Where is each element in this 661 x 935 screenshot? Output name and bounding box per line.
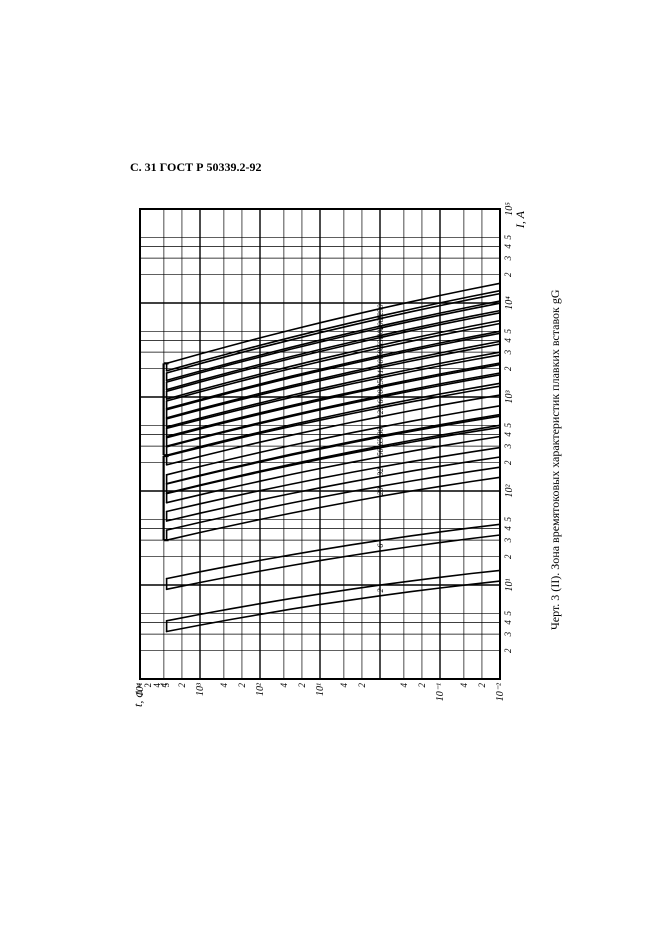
fuse-time-current-chart: 10¹10²10³10⁴10⁵23452345234523452345I, A1… (130, 195, 530, 723)
svg-text:4: 4 (503, 432, 513, 437)
svg-text:5: 5 (161, 683, 171, 688)
svg-text:2: 2 (297, 683, 307, 688)
svg-text:4: 4 (219, 683, 229, 688)
svg-text:10¹: 10¹ (504, 579, 515, 592)
svg-text:10³: 10³ (504, 390, 515, 404)
svg-text:5: 5 (503, 235, 513, 240)
svg-text:4: 4 (503, 338, 513, 343)
svg-text:3: 3 (503, 443, 513, 449)
svg-text:5: 5 (503, 611, 513, 616)
svg-text:2: 2 (503, 272, 513, 277)
svg-text:t, c: t, c (131, 692, 145, 707)
svg-text:2: 2 (477, 683, 487, 688)
svg-text:2: 2 (357, 683, 367, 688)
svg-text:10⁻¹: 10⁻¹ (435, 683, 446, 701)
page: С. 31 ГОСТ Р 50339.2-92 10¹10²10³10⁴10⁵2… (0, 0, 661, 935)
svg-text:32: 32 (376, 468, 385, 477)
svg-text:10³: 10³ (195, 682, 206, 696)
svg-text:3: 3 (503, 255, 513, 261)
svg-text:10²: 10² (504, 484, 515, 498)
svg-text:2: 2 (503, 554, 513, 559)
svg-text:50: 50 (376, 448, 385, 456)
svg-text:6: 6 (376, 544, 385, 548)
svg-text:2: 2 (177, 683, 187, 688)
svg-text:3: 3 (503, 537, 513, 543)
chart-container: 10¹10²10³10⁴10⁵23452345234523452345I, A1… (130, 195, 530, 723)
svg-text:10⁻²: 10⁻² (495, 682, 506, 701)
svg-text:10²: 10² (255, 682, 266, 696)
svg-text:10⁴: 10⁴ (504, 296, 515, 310)
svg-text:5: 5 (503, 329, 513, 334)
svg-text:2: 2 (503, 648, 513, 653)
svg-text:3: 3 (503, 631, 513, 637)
svg-text:2: 2 (417, 683, 427, 688)
svg-text:4: 4 (459, 683, 469, 688)
svg-text:5: 5 (503, 517, 513, 522)
svg-text:4: 4 (399, 683, 409, 688)
svg-text:2: 2 (503, 366, 513, 371)
svg-text:4: 4 (339, 683, 349, 688)
page-header: С. 31 ГОСТ Р 50339.2-92 (130, 160, 261, 175)
svg-text:80: 80 (376, 428, 385, 436)
figure-caption: Черт. 3 (II). Зона времятоковых характер… (548, 200, 564, 720)
svg-text:2: 2 (376, 588, 385, 592)
svg-text:2: 2 (237, 683, 247, 688)
svg-text:4: 4 (279, 683, 289, 688)
svg-text:5: 5 (503, 423, 513, 428)
svg-text:4: 4 (503, 620, 513, 625)
svg-text:4: 4 (503, 526, 513, 531)
svg-text:3: 3 (503, 349, 513, 355)
svg-text:1250: 1250 (376, 304, 385, 320)
svg-text:I, A: I, A (513, 210, 527, 229)
svg-text:63: 63 (376, 438, 385, 446)
svg-text:2: 2 (503, 460, 513, 465)
svg-text:20: 20 (376, 487, 385, 495)
svg-text:10¹: 10¹ (315, 683, 326, 696)
svg-text:4: 4 (503, 244, 513, 249)
